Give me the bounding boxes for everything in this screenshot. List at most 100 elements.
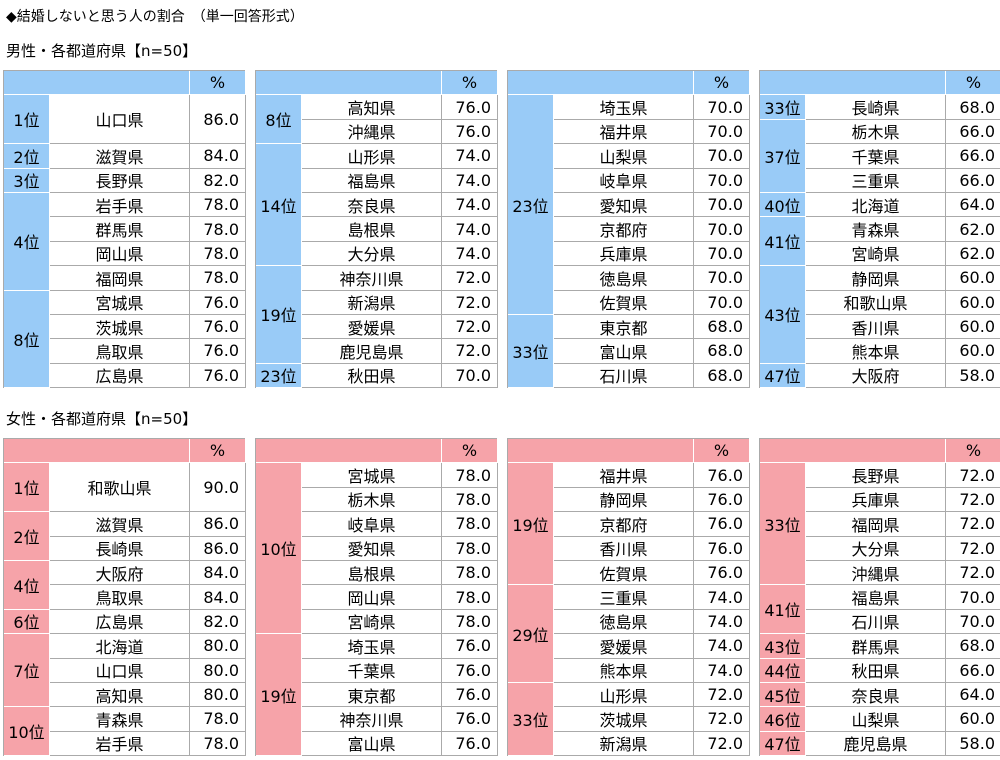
prefecture: 千葉県	[806, 144, 946, 169]
percentage: 78.0	[442, 609, 498, 635]
prefecture: 鹿児島県	[806, 731, 946, 757]
prefecture: 熊本県	[806, 339, 946, 364]
percentage: 60.0	[946, 266, 1000, 291]
percentage: 58.0	[946, 364, 1000, 389]
percentage: 84.0	[190, 585, 246, 610]
rank-table: % 長野県 72.0 兵庫県 72.0 福岡県 72.0 大分県 72.0 沖縄県 72.0 33位福…	[759, 438, 1000, 757]
prefecture: 岐阜県	[554, 168, 694, 193]
percentage: 76.0	[442, 634, 498, 659]
rank: 41位	[760, 585, 806, 635]
prefecture: 山梨県	[554, 144, 694, 169]
prefecture: 沖縄県	[806, 560, 946, 586]
percentage: 80.0	[190, 634, 246, 659]
prefecture: 新潟県	[554, 731, 694, 757]
percentage: 80.0	[190, 682, 246, 708]
percentage: 68.0	[946, 95, 1000, 120]
percentage: 82.0	[190, 168, 246, 193]
header-unit: %	[190, 439, 246, 464]
prefecture: 香川県	[554, 536, 694, 561]
percentage: 70.0	[694, 168, 750, 193]
percentage: 76.0	[694, 512, 750, 537]
title: ◆結婚しないと思う人の割合 （単一回答形式）	[6, 9, 304, 25]
prefecture: 京都府	[554, 512, 694, 537]
percentage: 66.0	[946, 120, 1000, 145]
percentage: 74.0	[694, 585, 750, 610]
percentage: 78.0	[442, 512, 498, 537]
percentage: 58.0	[946, 732, 1000, 757]
rank: 47位	[760, 731, 806, 757]
percentage: 68.0	[694, 363, 750, 389]
prefecture: 栃木県	[302, 487, 442, 513]
prefecture: 福岡県	[806, 512, 946, 537]
prefecture: 石川県	[554, 363, 694, 389]
percentage: 70.0	[442, 363, 498, 389]
rank: 33位	[508, 682, 554, 757]
prefecture: 栃木県	[806, 119, 946, 145]
rank: 19位	[508, 463, 554, 586]
prefecture: 宮城県	[302, 463, 442, 488]
percentage: 76.0	[190, 314, 246, 340]
rank: 40位	[760, 192, 806, 218]
percentage: 70.0	[946, 610, 1000, 635]
prefecture: 富山県	[554, 339, 694, 364]
prefecture: 熊本県	[554, 658, 694, 683]
rank: 8位	[4, 290, 50, 389]
rank: 33位	[760, 95, 806, 120]
percentage: 76.0	[190, 363, 246, 389]
prefecture: 長崎県	[806, 95, 946, 120]
prefecture: 三重県	[554, 585, 694, 610]
rank: 45位	[760, 682, 806, 708]
header-blank	[4, 71, 190, 96]
prefecture: 鹿児島県	[302, 339, 442, 364]
rank: 19位	[256, 266, 302, 364]
percentage: 66.0	[946, 659, 1000, 683]
percentage: 76.0	[442, 707, 498, 732]
rank: 8位	[256, 95, 302, 145]
rank-table: % 宮城県 78.0 栃木県 78.0 岐阜県 78.0 愛知県 78.0 島根県 78.0 岡山県 7…	[255, 438, 498, 757]
percentage: 80.0	[190, 658, 246, 683]
prefecture: 宮城県	[50, 290, 190, 315]
header-blank	[508, 71, 694, 96]
percentage: 70.0	[694, 266, 750, 291]
percentage: 72.0	[694, 707, 750, 732]
prefecture: 埼玉県	[554, 95, 694, 120]
percentage: 78.0	[190, 241, 246, 267]
prefecture: 島根県	[302, 217, 442, 242]
percentage: 72.0	[694, 682, 750, 708]
prefecture: 大分県	[302, 241, 442, 267]
prefecture: 茨城県	[50, 314, 190, 340]
percentage: 78.0	[190, 707, 246, 732]
rank: 1位	[4, 463, 50, 513]
rank: 33位	[508, 314, 554, 389]
rank: 2位	[4, 512, 50, 561]
prefecture: 徳島県	[554, 609, 694, 635]
prefecture: 香川県	[806, 314, 946, 340]
prefecture: 鳥取県	[50, 339, 190, 364]
prefecture: 山形県	[554, 682, 694, 708]
prefecture: 岩手県	[50, 192, 190, 218]
percentage: 84.0	[190, 560, 246, 586]
percentage: 78.0	[190, 731, 246, 757]
percentage: 70.0	[694, 241, 750, 267]
percentage: 78.0	[190, 217, 246, 242]
percentage: 68.0	[946, 634, 1000, 659]
rank-table: % 長崎県 68.0 33位 栃木県 66.0 千葉県 66.0 三重県 66.0 37位 北海道 64…	[759, 70, 1000, 389]
percentage: 86.0	[190, 95, 246, 145]
prefecture: 兵庫県	[806, 487, 946, 513]
prefecture: 滋賀県	[50, 144, 190, 169]
rank: 10位	[4, 707, 50, 757]
prefecture: 愛媛県	[302, 314, 442, 340]
prefecture: 山口県	[50, 658, 190, 683]
header-blank	[4, 439, 190, 464]
rank: 4位	[4, 192, 50, 291]
percentage: 76.0	[442, 731, 498, 757]
percentage: 70.0	[694, 95, 750, 120]
prefecture: 大阪府	[50, 560, 190, 586]
rank: 29位	[508, 585, 554, 683]
prefecture: 岐阜県	[302, 512, 442, 537]
rank: 6位	[4, 609, 50, 635]
percentage: 74.0	[694, 609, 750, 635]
prefecture: 新潟県	[302, 290, 442, 315]
percentage: 86.0	[190, 512, 246, 537]
